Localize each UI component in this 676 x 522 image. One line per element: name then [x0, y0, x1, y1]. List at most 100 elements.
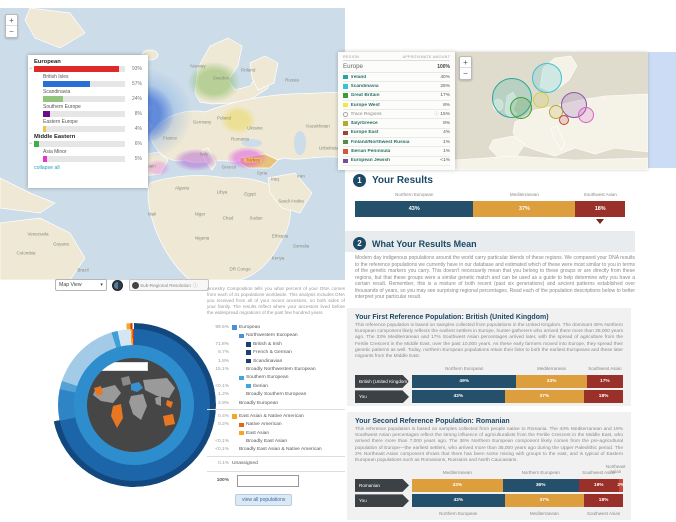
ftdna-item[interactable]: Southern Europe 8%	[43, 104, 142, 118]
collapse-icon[interactable]: −	[29, 66, 33, 72]
legend-color-swatch	[246, 342, 251, 347]
ancestry-composition-panel: Map View ▾ Sub-Regional Resolution ⓘ	[52, 278, 345, 522]
ethnicity-heat-blob	[174, 149, 218, 171]
resolution-slider[interactable]: Sub-Regional Resolution ⓘ	[129, 279, 209, 291]
results-mean-paragraph: Modern day indigenous populations around…	[355, 255, 635, 300]
bar-segment: 43%	[412, 390, 505, 404]
reference-population-card-british: Your First Reference Population: British…	[347, 308, 631, 406]
bar-segment: 2%	[617, 478, 624, 492]
map-country-label: Poland	[216, 115, 232, 121]
legend-row[interactable]: <0.1% Broadly East Asian	[207, 437, 345, 445]
ancestry-region-row[interactable]: Europe East 4%	[343, 129, 450, 139]
map-country-label: Brazil	[77, 267, 89, 273]
legend-row[interactable]: 0.1% Unassigned	[207, 459, 345, 467]
your-results-header: 1 Your Results	[345, 168, 676, 189]
axis-label: Northeast Asian	[605, 464, 626, 475]
view-toggle-icon[interactable]	[112, 280, 123, 291]
map-country-label: Iraq	[271, 176, 279, 182]
region-value: 8%	[443, 121, 450, 127]
ref1-chart[interactable]: Northern European Mediterranean Southwest …	[355, 365, 623, 406]
legend-row[interactable]: <0.1% Broadly East Asian & Native America…	[207, 446, 345, 454]
ftdna-bar-track	[43, 96, 125, 102]
population-row: 43% 37% 18%	[355, 200, 625, 217]
bar-segment: 37%	[504, 390, 585, 404]
ancestry-region-row[interactable]: Scandinavia 28%	[343, 82, 450, 92]
region-label: Europe East	[350, 130, 379, 136]
ancestry-region-row[interactable]: Great Britain 17%	[343, 92, 450, 101]
ftdna-item[interactable]: British Isles 57%	[43, 74, 142, 88]
zoom-in-button[interactable]: +	[6, 15, 17, 26]
ancestry-map[interactable]: + −	[455, 52, 648, 170]
legend-value: 1.2%	[218, 392, 229, 398]
map-country-label: Sudan	[249, 215, 263, 221]
legend-row[interactable]: 99.5% European	[207, 323, 345, 331]
region-value: 40%	[440, 74, 450, 80]
results-mean-title: What Your Results Mean	[372, 238, 477, 249]
composition-donut-chart[interactable]	[52, 300, 216, 487]
legend-row[interactable]: 6.7% French & German	[207, 348, 345, 356]
inset-zoom-control[interactable]: + −	[459, 56, 472, 80]
ancestry-region-row[interactable]: Italy/Greece 8%	[343, 119, 450, 129]
legend-label: Northwestern European	[246, 333, 298, 339]
legend-row[interactable]: 1.8% Scandinavian	[207, 357, 345, 365]
population-tag: Romanian	[355, 478, 409, 492]
info-icon[interactable]: ⓘ	[192, 282, 198, 289]
slider-handle[interactable]	[132, 282, 139, 289]
legend-row[interactable]: 71.8% British & Irish	[207, 340, 345, 348]
ftdna-item-value: 57%	[131, 81, 142, 87]
ftdna-item-label: Scandinavia	[43, 89, 71, 95]
region-label: Finland/Northwest Russia	[350, 139, 410, 145]
inset-zoom-in-button[interactable]: +	[460, 57, 471, 68]
collapse-icon[interactable]: −	[29, 141, 33, 147]
ethnicity-heat-blob	[220, 106, 256, 134]
legend-color-swatch	[232, 325, 237, 330]
bar-segment: 17%	[586, 374, 623, 388]
view-all-populations-button[interactable]: view all populations	[235, 493, 293, 506]
legend-label: Broadly Southern European	[246, 392, 307, 398]
info-icon[interactable]: ⓘ	[434, 111, 439, 117]
legend-row[interactable]: East Asian	[207, 429, 345, 437]
collapse-all-link[interactable]: collapse all	[34, 165, 60, 171]
legend-value: 15.1%	[215, 366, 229, 372]
map-zoom-control[interactable]: + −	[5, 14, 18, 38]
results-bar[interactable]: Northern European Mediterranean Southwest …	[355, 191, 625, 225]
ancestry-region-row[interactable]: Trace Regions ⓘ 15%	[343, 110, 450, 120]
ftdna-item[interactable]: European − 93%	[29, 59, 142, 73]
map-country-label: Venezuela	[27, 231, 49, 237]
legend-row[interactable]: 15.1% Broadly Northwestern European	[207, 365, 345, 373]
legend-row[interactable]: Northwestern European	[207, 332, 345, 340]
composition-legend: Ancestry Composition tells you what perc…	[207, 286, 345, 506]
legend-row[interactable]: 1.2% Broadly Southern European	[207, 390, 345, 398]
legend-row[interactable]: 2.8% Broadly European	[207, 399, 345, 407]
map-view-select[interactable]: Map View ▾	[55, 279, 107, 291]
ancestry-region-row[interactable]: Iberian Peninsula 1%	[343, 147, 450, 157]
region-color-swatch	[343, 102, 348, 108]
ftdna-item[interactable]: Middle Eastern − 6%	[29, 134, 142, 148]
ref2-chart[interactable]: Mediterranean Northern European Southwest …	[355, 464, 625, 517]
legend-row[interactable]: 0.2% Native American	[207, 421, 345, 429]
ancestry-region-row[interactable]: European Jewish <1%	[343, 157, 450, 166]
bar-segment: 18%	[584, 390, 623, 404]
bar-segment: 43%	[412, 478, 503, 492]
map-country-label: DR Congo	[229, 266, 251, 272]
amount-column-header: APPROXIMATE AMOUNT	[402, 55, 450, 59]
ancestry-region-row[interactable]: Finland/Northwest Russia 1%	[343, 138, 450, 148]
legend-row[interactable]: <0.1% Iberian	[207, 382, 345, 390]
legend-divider	[207, 409, 345, 411]
ftdna-item[interactable]: Scandinavia 24%	[43, 89, 142, 103]
ref1-paragraph: This reference population is based on sa…	[355, 323, 623, 360]
bar-segment-value: 37%	[539, 498, 550, 504]
inset-zoom-out-button[interactable]: −	[463, 69, 468, 78]
ancestry-europe-row[interactable]: Europe 100%	[343, 61, 450, 73]
ftdna-bar-track	[43, 156, 125, 162]
legend-total-box[interactable]	[237, 474, 299, 487]
legend-row[interactable]: 0.4% East Asian & Native American	[207, 412, 345, 420]
ancestry-region-row[interactable]: Ireland 40%	[343, 73, 450, 83]
ftdna-item-value: 4%	[134, 126, 142, 132]
ftdna-item[interactable]: Eastern Europe 4%	[43, 119, 142, 133]
ancestry-region-row[interactable]: Europe West 8%	[343, 101, 450, 111]
legend-color-swatch	[239, 333, 244, 339]
legend-row[interactable]: Southern European	[207, 374, 345, 382]
ftdna-item[interactable]: Asia Minor 5%	[43, 149, 142, 163]
zoom-out-button[interactable]: −	[9, 27, 14, 36]
